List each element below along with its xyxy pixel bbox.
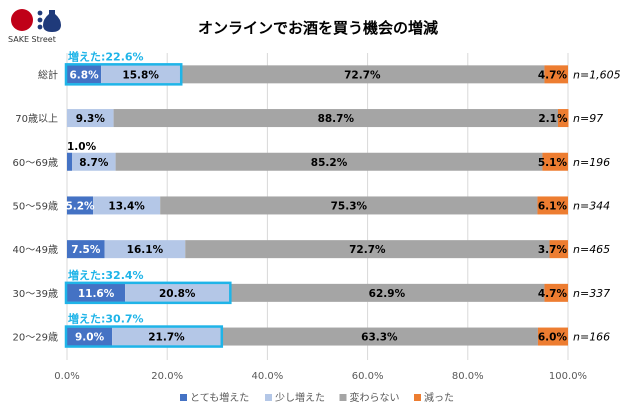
category-label: 20～29歳 (13, 332, 58, 344)
bar-segment (185, 240, 550, 259)
bar-segment (67, 283, 126, 302)
category-label: 40～49歳 (13, 244, 58, 256)
sample-size-label: n=196 (573, 156, 610, 169)
sample-size-label: n=97 (573, 112, 603, 125)
bar-segment (72, 152, 116, 171)
legend-entry: 変わらない (350, 391, 400, 404)
data-label: 5.2% (65, 200, 95, 212)
data-label: 6.0% (538, 332, 568, 344)
bar-segment (93, 196, 161, 215)
chart-title: オンラインでお酒を買う機会の増減 (198, 19, 438, 37)
data-label: 9.0% (75, 332, 105, 344)
sample-size-label: n=337 (573, 287, 610, 300)
logo-bottle-icon (43, 10, 61, 32)
bar-segment (112, 327, 221, 346)
logo-text: SAKE Street (8, 35, 56, 44)
increase-highlight-box (64, 281, 232, 305)
legend-swatch (339, 394, 347, 401)
legend-entry: 減った (424, 391, 454, 404)
sample-size-label: n=344 (573, 199, 610, 212)
sample-size-label: n=1,605 (573, 68, 621, 81)
category-label: 60～69歳 (13, 157, 58, 169)
bar-segment (67, 240, 105, 259)
bar-segment (160, 196, 538, 215)
bar-segment (557, 109, 569, 128)
bar-segment (544, 283, 568, 302)
sample-size-label: n=465 (573, 243, 610, 256)
data-label: 20.8% (159, 288, 196, 300)
data-label: 3.7% (538, 244, 568, 256)
bar-segment (220, 327, 538, 346)
data-label: 5.1% (538, 157, 568, 169)
data-label: 15.8% (122, 69, 159, 81)
data-label: 6.8% (69, 69, 99, 81)
data-label: 8.7% (79, 157, 109, 169)
data-label: 9.3% (76, 113, 106, 125)
bar-segment (125, 283, 230, 302)
data-label: 7.5% (71, 244, 101, 256)
bar-segment (67, 152, 73, 171)
x-tick-label: 40.0% (252, 371, 284, 382)
logo-sun-icon (11, 9, 33, 31)
increase-highlight-box (64, 325, 224, 348)
legend-entry: とても増えた (190, 391, 249, 404)
bar-segment (229, 283, 545, 302)
data-label: 16.1% (127, 244, 164, 256)
x-tick-label: 80.0% (452, 371, 484, 382)
category-label: 30～39歳 (13, 288, 58, 300)
increase-annotation: 増えた:32.4% (68, 268, 144, 282)
legend-swatch (180, 394, 187, 401)
bar-segment (67, 327, 113, 346)
increase-annotation: 増えた:30.7% (68, 312, 144, 326)
data-label: 21.7% (148, 332, 185, 344)
category-label: 70歳以上 (15, 113, 58, 125)
legend-swatch (265, 394, 272, 401)
data-label: 88.7% (318, 113, 355, 125)
bar-segment (537, 327, 568, 346)
data-label: 4.7% (538, 288, 568, 300)
data-label: 4.7% (538, 69, 568, 81)
sample-size-label: n=166 (573, 331, 610, 344)
legend-swatch (414, 394, 421, 401)
bar-segment (544, 65, 568, 84)
data-label: 85.2% (311, 157, 348, 169)
category-label: 50～59歳 (13, 200, 58, 212)
data-label: 62.9% (369, 288, 406, 300)
x-tick-label: 100.0% (549, 371, 587, 382)
data-label: 72.7% (349, 244, 386, 256)
category-label: 総計 (38, 68, 58, 81)
bar-segment (549, 240, 568, 259)
x-tick-label: 60.0% (352, 371, 384, 382)
data-label: 2.1% (538, 113, 568, 125)
data-label: 75.3% (331, 200, 368, 212)
bar-segment (115, 152, 543, 171)
x-tick-label: 20.0% (151, 371, 183, 382)
data-label: 13.4% (108, 200, 145, 212)
data-label: 63.3% (361, 332, 398, 344)
bar-segment (67, 196, 94, 215)
data-label: 72.7% (344, 69, 381, 81)
data-label: 6.1% (538, 200, 568, 212)
increase-highlight-box (64, 63, 183, 86)
bar-segment (537, 196, 568, 215)
bar-segment (101, 65, 181, 84)
bar-segment (180, 65, 545, 84)
logo: SAKE Street (8, 9, 61, 44)
bar-segment (104, 240, 186, 259)
x-tick-label: 0.0% (54, 371, 79, 382)
legend-entry: 少し増えた (275, 391, 325, 404)
bar-segment (67, 65, 102, 84)
data-label: 11.6% (78, 288, 115, 300)
bar-segment (113, 109, 558, 128)
bar-segment (542, 152, 568, 171)
increase-annotation: 増えた:22.6% (68, 49, 144, 63)
bar-segment (67, 109, 114, 128)
data-label: 1.0% (67, 141, 97, 153)
